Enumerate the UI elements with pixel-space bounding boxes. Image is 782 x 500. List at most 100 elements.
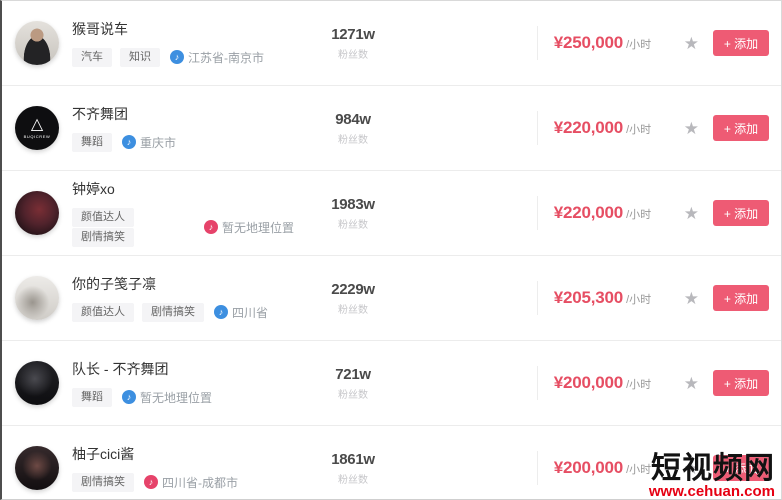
creator-avatar[interactable]: [15, 21, 59, 65]
price-value: ¥205,300: [553, 288, 624, 307]
price-block: ¥250,000 /小时: [554, 33, 676, 53]
add-button[interactable]: + 添加: [713, 200, 769, 226]
location: ♪ 暂无地理位置: [203, 219, 294, 236]
creator-row: 队长 - 不齐舞团 舞蹈 ♪ 暂无地理位置 721w 粉丝数 ¥200,000 …: [2, 341, 781, 426]
tag-list: 颜值达人剧情搞笑: [72, 302, 212, 322]
location: ♪ 四川省: [214, 304, 268, 321]
creator-info: 柚子cici酱 剧情搞笑 ♪ 四川省-成都市: [72, 444, 294, 492]
creator-row: 猴哥说车 汽车 知识 ♪ 江苏省-南京市 1271w 粉丝数 ¥250,000 /…: [2, 1, 781, 86]
column-divider: [536, 196, 538, 230]
creator-meta: 舞蹈 ♪ 重庆市: [72, 132, 294, 152]
star-icon[interactable]: ★: [683, 203, 699, 223]
location-text: 四川省: [232, 305, 269, 320]
creator-avatar[interactable]: △ BUQICREW: [15, 106, 59, 150]
follower-stats: 2229w 粉丝数: [294, 281, 412, 316]
creator-name[interactable]: 队长 - 不齐舞团: [72, 361, 169, 377]
price-unit: /小时: [626, 124, 652, 136]
creator-name[interactable]: 柚子cici酱: [72, 446, 135, 462]
follower-count: 1861w: [331, 450, 375, 468]
tag-list: 剧情搞笑: [72, 472, 142, 492]
price-unit: /小时: [626, 39, 652, 51]
creator-info: 不齐舞团 舞蹈 ♪ 重庆市: [72, 104, 294, 152]
location-text: 四川省-成都市: [162, 475, 238, 490]
price-unit: /小时: [626, 294, 652, 306]
location-platform-icon: ♪: [214, 305, 228, 319]
category-tag: 剧情搞笑: [72, 473, 134, 492]
tag-list: 舞蹈: [72, 132, 120, 152]
creator-meta: 颜值达人 剧情搞笑 ♪ 四川省: [72, 302, 294, 322]
category-tag: 剧情搞笑: [72, 228, 134, 247]
location-platform-icon: ♪: [122, 135, 136, 149]
star-icon[interactable]: ★: [683, 458, 699, 478]
creator-name[interactable]: 猴哥说车: [72, 21, 128, 37]
creator-row: 你的子笺子凛 颜值达人 剧情搞笑 ♪ 四川省 2229w 粉丝数 ¥205,300…: [2, 256, 781, 341]
price-block: ¥200,000 /小时: [554, 458, 676, 478]
price-block: ¥220,000 /小时: [554, 118, 676, 138]
add-button[interactable]: + 添加: [713, 370, 769, 396]
location-platform-icon: ♪: [203, 220, 218, 234]
location-text: 暂无地理位置: [140, 390, 213, 405]
category-tag: 汽车: [72, 48, 112, 67]
tag-list: 汽车 知识: [72, 47, 168, 67]
category-tag: 舞蹈: [72, 388, 112, 407]
follower-label: 粉丝数: [338, 304, 368, 316]
add-button[interactable]: + 添加: [713, 455, 769, 481]
creator-info: 猴哥说车 汽车 知识 ♪ 江苏省-南京市: [72, 19, 294, 67]
price-unit: /小时: [626, 379, 652, 391]
creator-row: 柚子cici酱 剧情搞笑 ♪ 四川省-成都市 1861w 粉丝数 ¥200,00…: [2, 426, 781, 499]
price-value: ¥250,000: [553, 33, 624, 52]
creator-row: 钟婷xo 颜值达人剧情搞笑 ♪ 暂无地理位置 1983w 粉丝数 ¥220,00…: [2, 171, 781, 256]
creator-meta: 颜值达人剧情搞笑 ♪ 暂无地理位置: [72, 207, 294, 247]
location-platform-icon: ♪: [170, 50, 184, 64]
follower-count: 721w: [335, 365, 371, 383]
follower-stats: 1983w 粉丝数: [294, 196, 412, 231]
creator-info: 队长 - 不齐舞团 舞蹈 ♪ 暂无地理位置: [72, 359, 294, 407]
follower-label: 粉丝数: [338, 49, 368, 61]
column-divider: [536, 451, 538, 485]
category-tag: 颜值达人: [72, 208, 134, 227]
creator-meta: 汽车 知识 ♪ 江苏省-南京市: [72, 47, 294, 67]
follower-count: 1983w: [331, 195, 375, 213]
creator-avatar[interactable]: [15, 446, 59, 490]
location-text: 暂无地理位置: [221, 220, 294, 235]
creator-avatar[interactable]: [15, 361, 59, 405]
follower-label: 粉丝数: [338, 134, 368, 146]
follower-stats: 1271w 粉丝数: [294, 26, 412, 61]
add-button[interactable]: + 添加: [713, 115, 769, 141]
follower-stats: 721w 粉丝数: [294, 366, 412, 401]
creator-name[interactable]: 不齐舞团: [72, 106, 128, 122]
column-divider: [536, 281, 538, 315]
follower-count: 1271w: [331, 25, 375, 43]
location: ♪ 江苏省-南京市: [170, 49, 264, 66]
star-icon[interactable]: ★: [683, 373, 699, 393]
follower-label: 粉丝数: [338, 474, 368, 486]
creator-avatar[interactable]: [15, 191, 59, 235]
creator-info: 你的子笺子凛 颜值达人 剧情搞笑 ♪ 四川省: [72, 274, 294, 322]
creator-row: △ BUQICREW 不齐舞团 舞蹈 ♪ 重庆市 984w 粉丝数 ¥220,0…: [2, 86, 781, 171]
add-button[interactable]: + 添加: [713, 285, 769, 311]
column-divider: [536, 26, 538, 60]
creator-meta: 剧情搞笑 ♪ 四川省-成都市: [72, 472, 294, 492]
price-block: ¥200,000 /小时: [554, 373, 676, 393]
creator-avatar[interactable]: [15, 276, 59, 320]
creator-info: 钟婷xo 颜值达人剧情搞笑 ♪ 暂无地理位置: [72, 179, 294, 247]
location-text: 江苏省-南京市: [188, 50, 264, 65]
follower-count: 984w: [335, 110, 371, 128]
follower-label: 粉丝数: [338, 219, 368, 231]
price-block: ¥205,300 /小时: [554, 288, 676, 308]
category-tag: 知识: [120, 48, 160, 67]
star-icon[interactable]: ★: [683, 33, 699, 53]
follower-label: 粉丝数: [338, 389, 368, 401]
avatar-emblem-icon: △: [30, 116, 44, 133]
location-platform-icon: ♪: [122, 390, 136, 404]
price-value: ¥220,000: [553, 118, 624, 137]
creator-name[interactable]: 你的子笺子凛: [72, 276, 156, 292]
location-text: 重庆市: [140, 135, 177, 150]
price-block: ¥220,000 /小时: [554, 203, 676, 223]
creator-name[interactable]: 钟婷xo: [72, 181, 115, 197]
follower-stats: 1861w 粉丝数: [294, 451, 412, 486]
star-icon[interactable]: ★: [683, 118, 699, 138]
star-icon[interactable]: ★: [683, 288, 699, 308]
add-button[interactable]: + 添加: [713, 30, 769, 56]
